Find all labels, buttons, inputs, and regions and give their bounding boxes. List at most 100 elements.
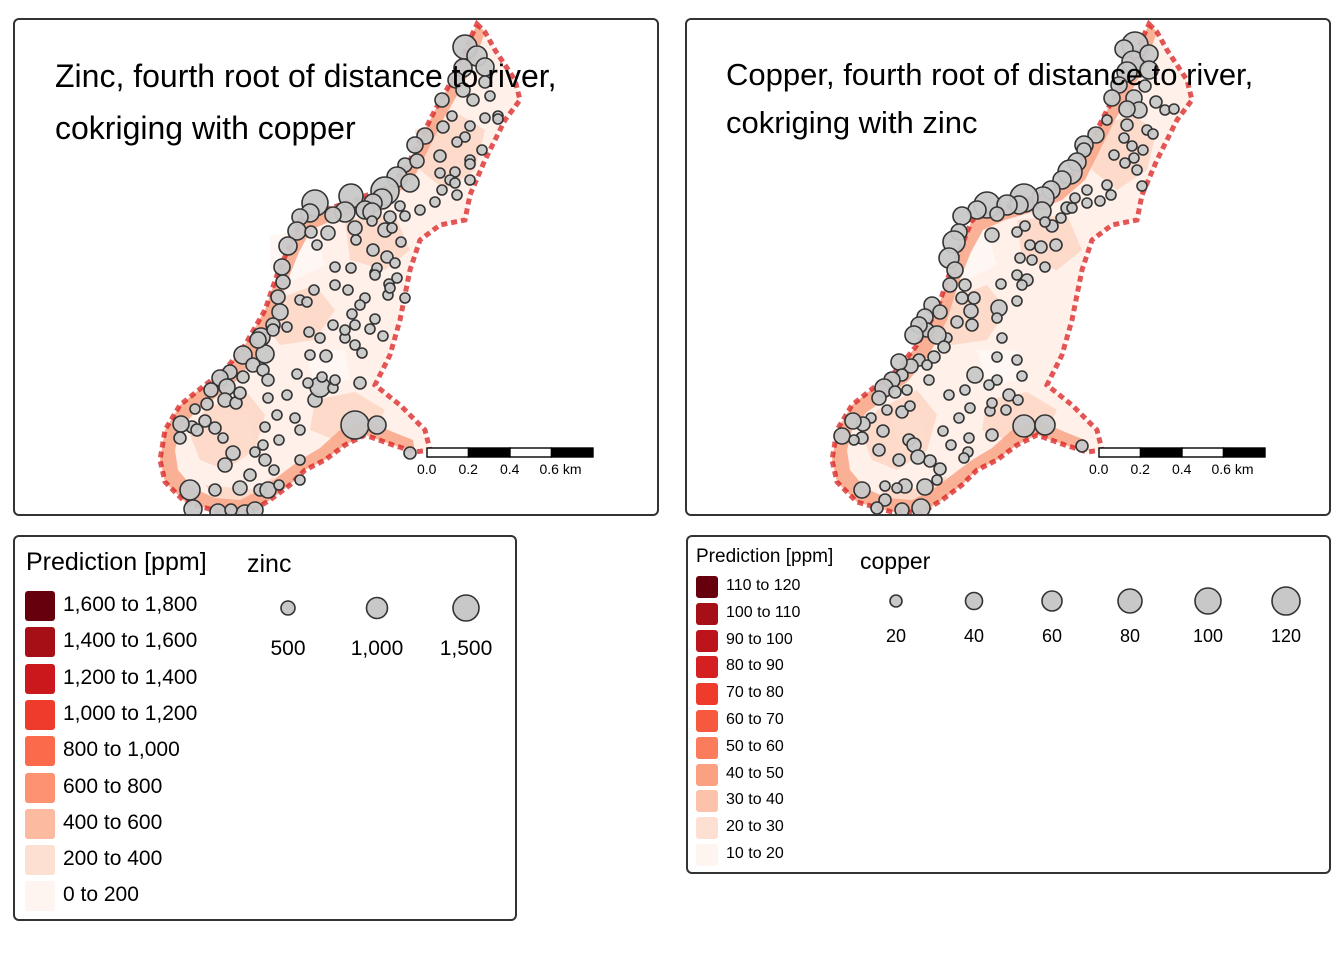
observation-point [446,110,458,122]
legend-color-swatch [25,591,55,621]
observation-point [1019,220,1031,232]
observation-point [986,397,998,409]
observation-point [1131,164,1143,176]
observation-point [320,225,336,241]
observation-point [395,236,407,248]
observation-point [1011,269,1023,281]
legend-class-label: 40 to 50 [726,764,784,782]
observation-point [1011,354,1023,366]
scale-bar-segment [509,447,553,458]
observation-point [304,225,318,239]
observation-point [324,206,342,224]
legend-size-label: 60 [1042,626,1062,646]
observation-point [996,332,1008,344]
observation-point [892,453,906,467]
observation-point [311,239,323,251]
legend-size-symbol [1194,587,1222,615]
legend-size-symbol [1271,586,1301,616]
observation-point [1149,95,1163,109]
legend-fill-title: Prediction [ppm] [26,548,207,576]
copper-map-panel: 0.0 0.2 0.4 0.6 km Copper, fourth root of d… [685,18,1331,516]
legend-class-label: 100 to 110 [726,603,801,621]
observation-point [853,481,871,499]
scale-bar-tick-label: 0.2 [1131,461,1151,477]
observation-point [198,414,212,428]
legend-size-label: 120 [1271,626,1301,646]
observation-point [1016,279,1028,291]
observation-point [429,196,441,208]
observation-point [464,158,476,170]
scale-bar-segment [1098,447,1142,458]
legend-color-swatch [696,817,718,840]
observation-point [233,386,247,400]
observation-point [236,370,250,384]
legend-class-label: 60 to 70 [726,711,784,728]
observation-point [403,446,417,460]
observation-point [340,410,370,440]
observation-point [464,174,476,186]
legend-color-swatch [696,710,718,732]
observation-point [400,173,420,193]
observation-point [281,321,293,333]
legend-class-label: 50 to 60 [726,737,784,755]
observation-point [1101,179,1113,191]
legend-color-swatch [25,808,55,839]
legend-class-label: 0 to 200 [63,883,139,907]
legend-color-swatch [25,699,55,730]
legend-color-swatch [696,763,718,786]
observation-point [342,284,354,296]
legend-class-label: 30 to 40 [726,791,784,809]
zinc-legend: Prediction [ppm] zinc 1,600 to 1,800 1,40… [13,535,517,921]
legend-class-label: 70 to 80 [726,684,784,702]
legend-size-symbol [365,596,389,620]
observation-point [989,206,1005,222]
scale-bar-segment [550,447,594,458]
observation-point [1024,239,1036,251]
observation-point [273,434,285,446]
observation-point [356,347,368,359]
legend-size-label: 1,000 [351,637,404,660]
observation-point [1034,414,1056,436]
legend-color-swatch [25,772,55,803]
observation-point [1103,89,1121,107]
observation-point [1049,238,1063,252]
legend-size-title: zinc [247,550,292,578]
observation-point [258,453,272,467]
observation-point [1136,180,1148,192]
observation-point [270,289,286,305]
observation-point [1081,184,1093,196]
observation-point [904,400,916,412]
observation-point [249,446,261,458]
observation-point [189,403,201,415]
observation-point [895,405,909,419]
observation-point [347,220,363,236]
observation-point [224,503,238,514]
legend-class-label: 10 to 20 [726,845,784,862]
observation-point [384,282,396,294]
legend-size-symbol [1041,590,1063,612]
legend-fill-title: Prediction [ppm] [696,546,834,567]
observation-point [910,449,926,465]
observation-point [294,424,306,436]
observation-point [984,227,1000,243]
observation-point [1108,149,1120,161]
observation-point [391,272,403,284]
observation-point [316,371,328,383]
observation-point [278,236,298,256]
observation-point [383,210,397,224]
observation-point [369,313,381,325]
zinc-observation-points [172,34,504,514]
observation-point [273,258,291,276]
observation-point [271,303,289,321]
map-title-line1: Zinc, fourth root of distance to river, [55,58,557,94]
observation-point [876,424,890,438]
observation-point [329,374,341,386]
legend-color-swatch [25,663,55,694]
observation-point [172,415,190,433]
observation-point [1118,132,1130,144]
observation-point [844,412,862,430]
observation-point [449,166,461,178]
observation-point [399,292,411,304]
observation-point [833,427,851,445]
legend-class-label: 1,600 to 1,800 [63,593,198,616]
